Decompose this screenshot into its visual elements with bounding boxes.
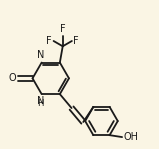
Text: O: O [9,73,17,83]
Text: N: N [37,50,44,60]
Text: OH: OH [123,132,138,142]
Text: F: F [73,36,79,46]
Text: N: N [37,96,44,106]
Text: F: F [60,24,66,34]
Text: F: F [46,36,52,46]
Text: H: H [38,99,44,108]
